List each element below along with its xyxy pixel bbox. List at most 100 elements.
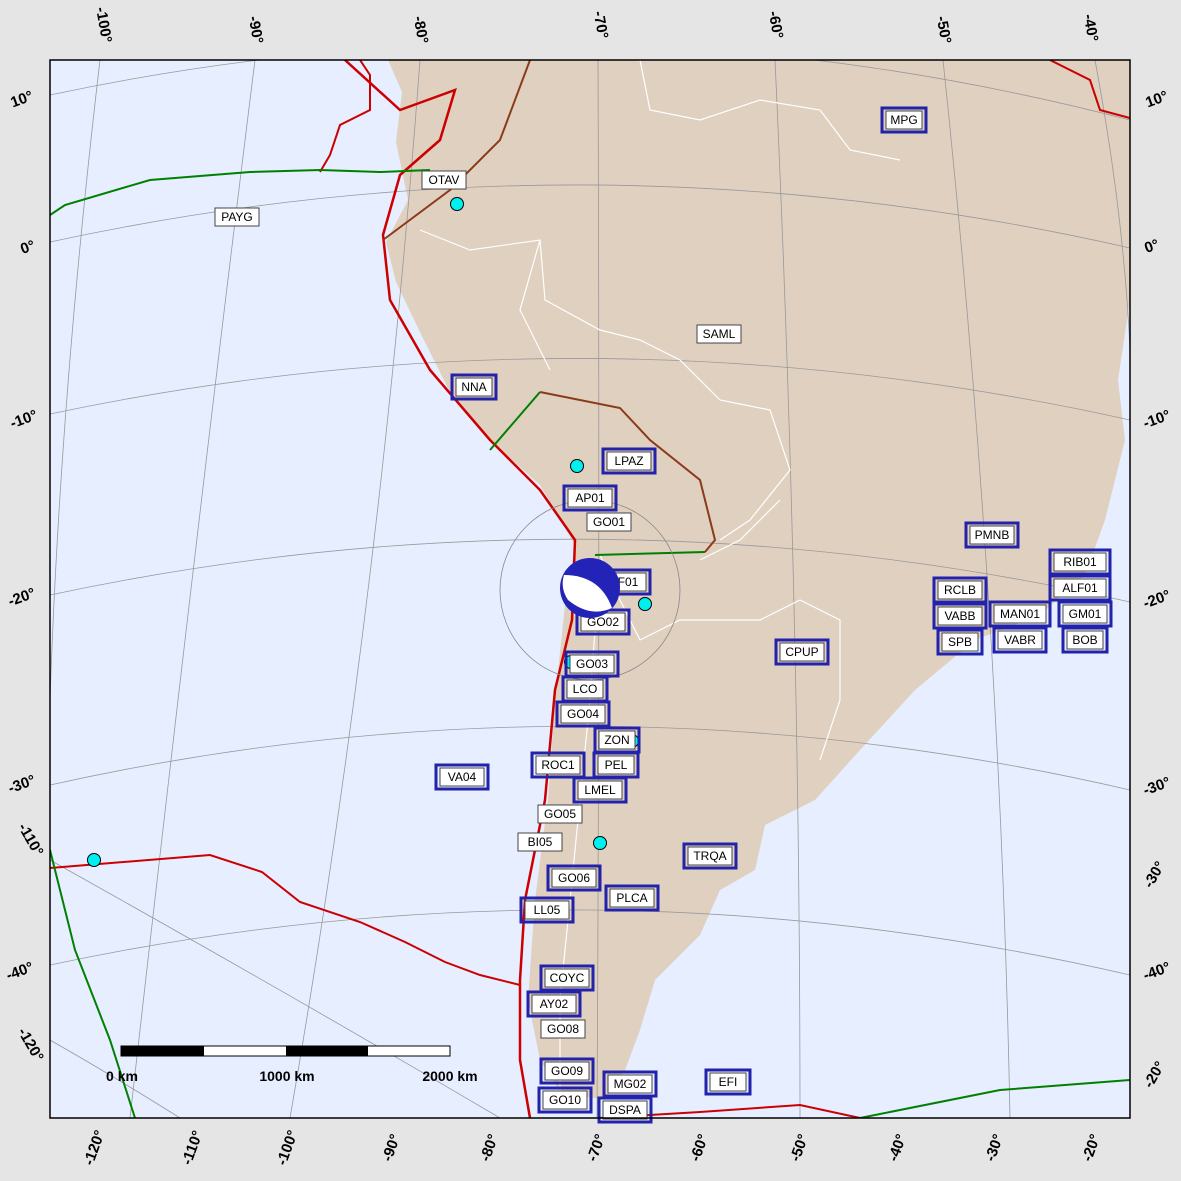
south-america-landmass	[386, 60, 1130, 1100]
station-go10[interactable]: GO10	[537, 1086, 593, 1114]
lon-label-bottom: -50°	[787, 1132, 812, 1164]
station-label: GO10	[549, 1093, 581, 1107]
station-alf01[interactable]: ALF01	[1048, 574, 1112, 602]
axis-tick-labels: 10° 0° -10° -20° -30° -40° 10° 0° -10° -20° -30° -4…	[4, 6, 1173, 1168]
lon-label-bottom: -110°	[178, 1128, 206, 1167]
station-label: GM01	[1069, 607, 1102, 621]
station-label: TRQA	[693, 849, 726, 863]
scale-label-2000: 2000 km	[422, 1068, 477, 1084]
station-lmel[interactable]: LMEL	[572, 776, 628, 804]
station-label: OTAV	[429, 173, 460, 187]
station-go05[interactable]: GO05	[537, 804, 583, 824]
earthquake-event-marker[interactable]	[450, 197, 464, 211]
lon-label-bottom: -60°	[687, 1132, 712, 1164]
station-go04[interactable]: GO04	[555, 700, 611, 728]
station-gm01[interactable]: GM01	[1057, 600, 1113, 628]
station-label: GO01	[593, 515, 625, 529]
earthquake-event-marker[interactable]	[570, 459, 584, 473]
lat-label-left: 10°	[8, 88, 35, 112]
lat-label-right: 10°	[1143, 88, 1170, 112]
lat-label-left: -30°	[6, 772, 38, 797]
station-label: BOB	[1072, 633, 1097, 647]
lon-label-bottom: -120°	[80, 1128, 108, 1168]
earthquake-event-marker[interactable]	[593, 836, 607, 850]
station-label: GO02	[587, 615, 619, 629]
station-saml[interactable]: SAML	[696, 324, 742, 344]
station-label: SAML	[703, 327, 736, 341]
station-label: VABR	[1004, 633, 1036, 647]
station-bob[interactable]: BOB	[1061, 626, 1109, 654]
station-label: GO05	[544, 807, 576, 821]
earthquake-event-marker[interactable]	[87, 853, 101, 867]
station-bi05[interactable]: BI05	[517, 832, 563, 852]
lat-label-left: 0°	[18, 237, 37, 258]
station-cpup[interactable]: CPUP	[774, 638, 830, 666]
scale-label-1000: 1000 km	[259, 1068, 314, 1084]
station-mg02[interactable]: MG02	[602, 1070, 658, 1098]
lon-label-top: -80°	[410, 15, 432, 45]
station-vabr[interactable]: VABR	[992, 626, 1048, 654]
lon-label-bottom: -90°	[379, 1132, 404, 1164]
trench-line	[344, 60, 577, 1118]
lon-label-right: -20°	[1140, 1058, 1169, 1090]
station-zon[interactable]: ZON	[593, 726, 641, 754]
station-label: PLCA	[616, 891, 647, 905]
station-go09[interactable]: GO09	[539, 1057, 595, 1085]
station-label: NNA	[461, 380, 486, 394]
station-plca[interactable]: PLCA	[604, 884, 660, 912]
lon-label-top: -100°	[92, 6, 115, 44]
lat-label-right: 0°	[1142, 236, 1161, 257]
lon-label-bottom: -70°	[584, 1132, 609, 1164]
station-label: LMEL	[584, 783, 616, 797]
station-spb[interactable]: SPB	[936, 628, 984, 656]
station-pmnb[interactable]: PMNB	[964, 521, 1020, 549]
station-nna[interactable]: NNA	[450, 373, 498, 401]
station-ay02[interactable]: AY02	[526, 990, 582, 1018]
station-label: COYC	[550, 971, 585, 985]
station-ap01[interactable]: AP01	[562, 484, 618, 512]
lon-label-bottom: -80°	[477, 1132, 502, 1164]
beachball-focal-mechanism[interactable]	[560, 558, 620, 618]
scale-bar: 0 km 1000 km 2000 km	[106, 1045, 478, 1084]
station-pel[interactable]: PEL	[592, 751, 640, 779]
lon-label-top: -60°	[765, 10, 787, 40]
lon-label-top: -70°	[590, 10, 612, 40]
station-roc1[interactable]: ROC1	[530, 751, 586, 779]
station-man01[interactable]: MAN01	[988, 600, 1052, 628]
station-lco[interactable]: LCO	[561, 675, 609, 703]
station-label: GO08	[547, 1022, 579, 1036]
station-label: ZON	[604, 733, 629, 747]
lon-label-bottom: -40°	[885, 1132, 910, 1164]
station-label: DSPA	[609, 1103, 641, 1117]
station-rib01[interactable]: RIB01	[1048, 548, 1112, 576]
station-go01[interactable]: GO01	[586, 512, 632, 532]
station-go03[interactable]: GO03	[564, 650, 620, 678]
station-go06[interactable]: GO06	[546, 864, 602, 892]
station-rclb[interactable]: RCLB	[932, 576, 988, 604]
lat-label-left: -20°	[6, 585, 38, 610]
station-efi[interactable]: EFI	[704, 1068, 752, 1096]
station-lpaz[interactable]: LPAZ	[601, 447, 657, 475]
station-ll05[interactable]: LL05	[519, 896, 575, 924]
station-coyc[interactable]: COYC	[539, 964, 595, 992]
station-mpg[interactable]: MPG	[880, 106, 928, 134]
lon-label-bottom: -30°	[982, 1132, 1007, 1164]
station-label: RCLB	[944, 583, 976, 597]
station-otav[interactable]: OTAV	[421, 170, 467, 190]
station-payg[interactable]: PAYG	[214, 207, 260, 227]
station-va04[interactable]: VA04	[434, 763, 490, 791]
station-vabb[interactable]: VABB	[932, 602, 988, 630]
station-go08[interactable]: GO08	[540, 1019, 586, 1039]
lon-label-top: -90°	[245, 15, 267, 45]
lat-label-right: -10°	[1141, 407, 1173, 432]
station-trqa[interactable]: TRQA	[682, 842, 738, 870]
station-dspa[interactable]: DSPA	[597, 1096, 653, 1124]
station-label: VABB	[944, 609, 975, 623]
scale-label-0: 0 km	[106, 1068, 138, 1084]
earthquake-event-marker[interactable]	[638, 597, 652, 611]
station-label: AY02	[540, 997, 569, 1011]
map-frame	[49, 59, 1131, 1119]
lon-label-bottom: -20°	[1079, 1132, 1104, 1164]
station-label: LCO	[573, 682, 598, 696]
